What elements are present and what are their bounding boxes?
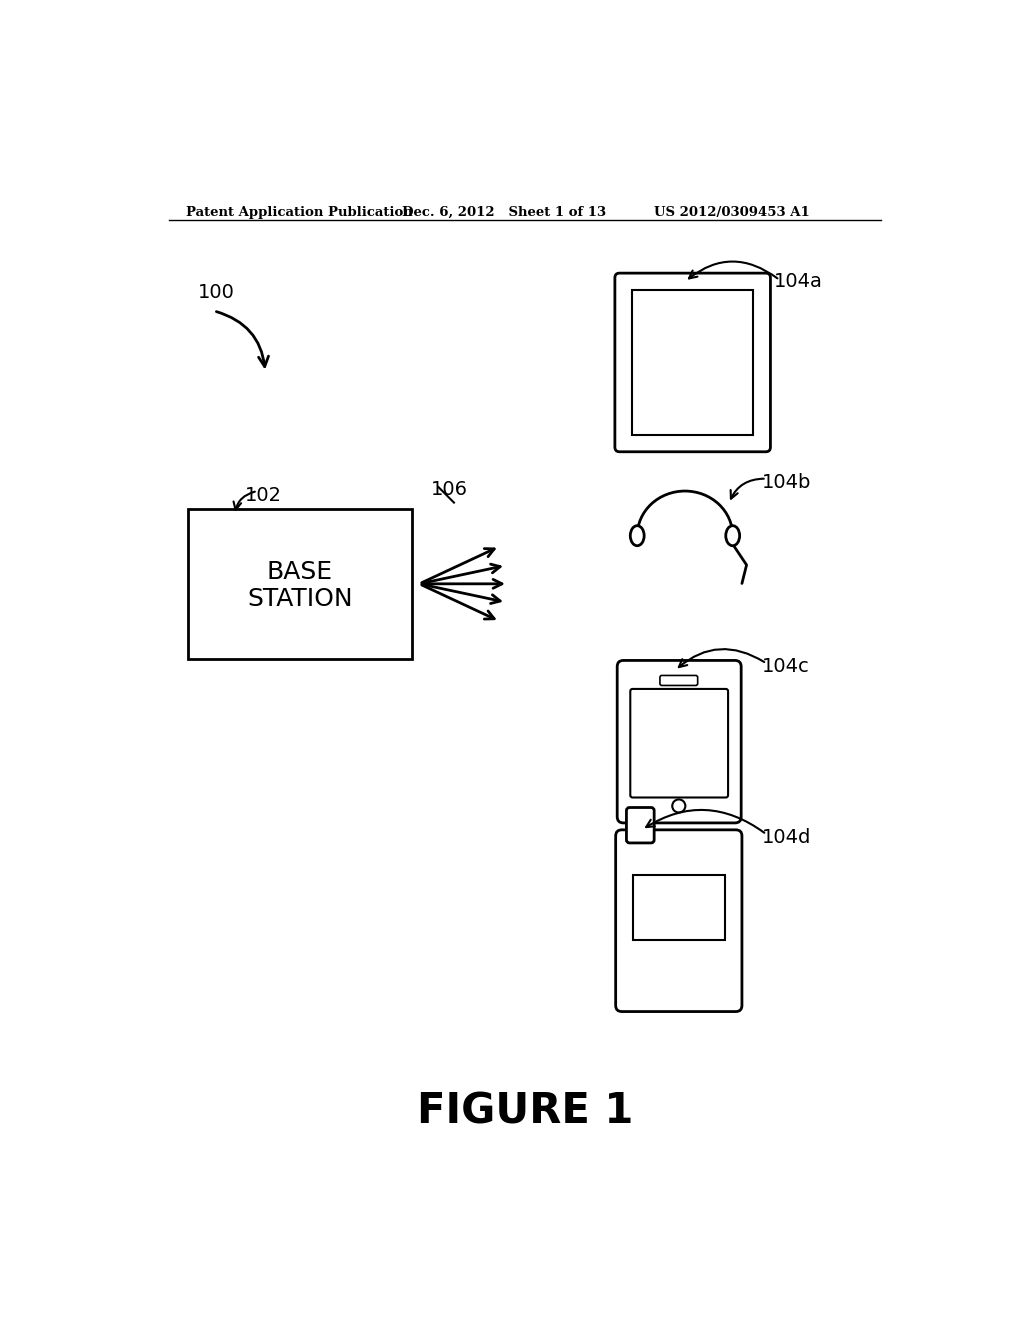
- FancyBboxPatch shape: [614, 273, 770, 451]
- Text: BASE: BASE: [267, 560, 333, 585]
- Bar: [633, 875, 725, 940]
- Text: 100: 100: [199, 284, 236, 302]
- Text: STATION: STATION: [247, 587, 353, 611]
- Text: 104a: 104a: [773, 272, 822, 292]
- Ellipse shape: [726, 525, 739, 545]
- Text: 104c: 104c: [762, 657, 810, 676]
- Bar: [632, 290, 754, 434]
- Bar: [188, 508, 412, 659]
- FancyBboxPatch shape: [615, 830, 742, 1011]
- FancyBboxPatch shape: [627, 808, 654, 843]
- Text: FIGURE 1: FIGURE 1: [417, 1090, 633, 1133]
- Text: US 2012/0309453 A1: US 2012/0309453 A1: [654, 206, 810, 219]
- FancyBboxPatch shape: [617, 660, 741, 822]
- Text: 104b: 104b: [762, 473, 811, 491]
- Text: 102: 102: [245, 486, 282, 504]
- Text: 106: 106: [431, 480, 468, 499]
- Ellipse shape: [631, 525, 644, 545]
- FancyBboxPatch shape: [659, 676, 697, 685]
- FancyBboxPatch shape: [631, 689, 728, 797]
- Text: 104d: 104d: [762, 829, 811, 847]
- Ellipse shape: [672, 800, 685, 813]
- Text: Dec. 6, 2012   Sheet 1 of 13: Dec. 6, 2012 Sheet 1 of 13: [401, 206, 606, 219]
- Text: Patent Application Publication: Patent Application Publication: [186, 206, 413, 219]
